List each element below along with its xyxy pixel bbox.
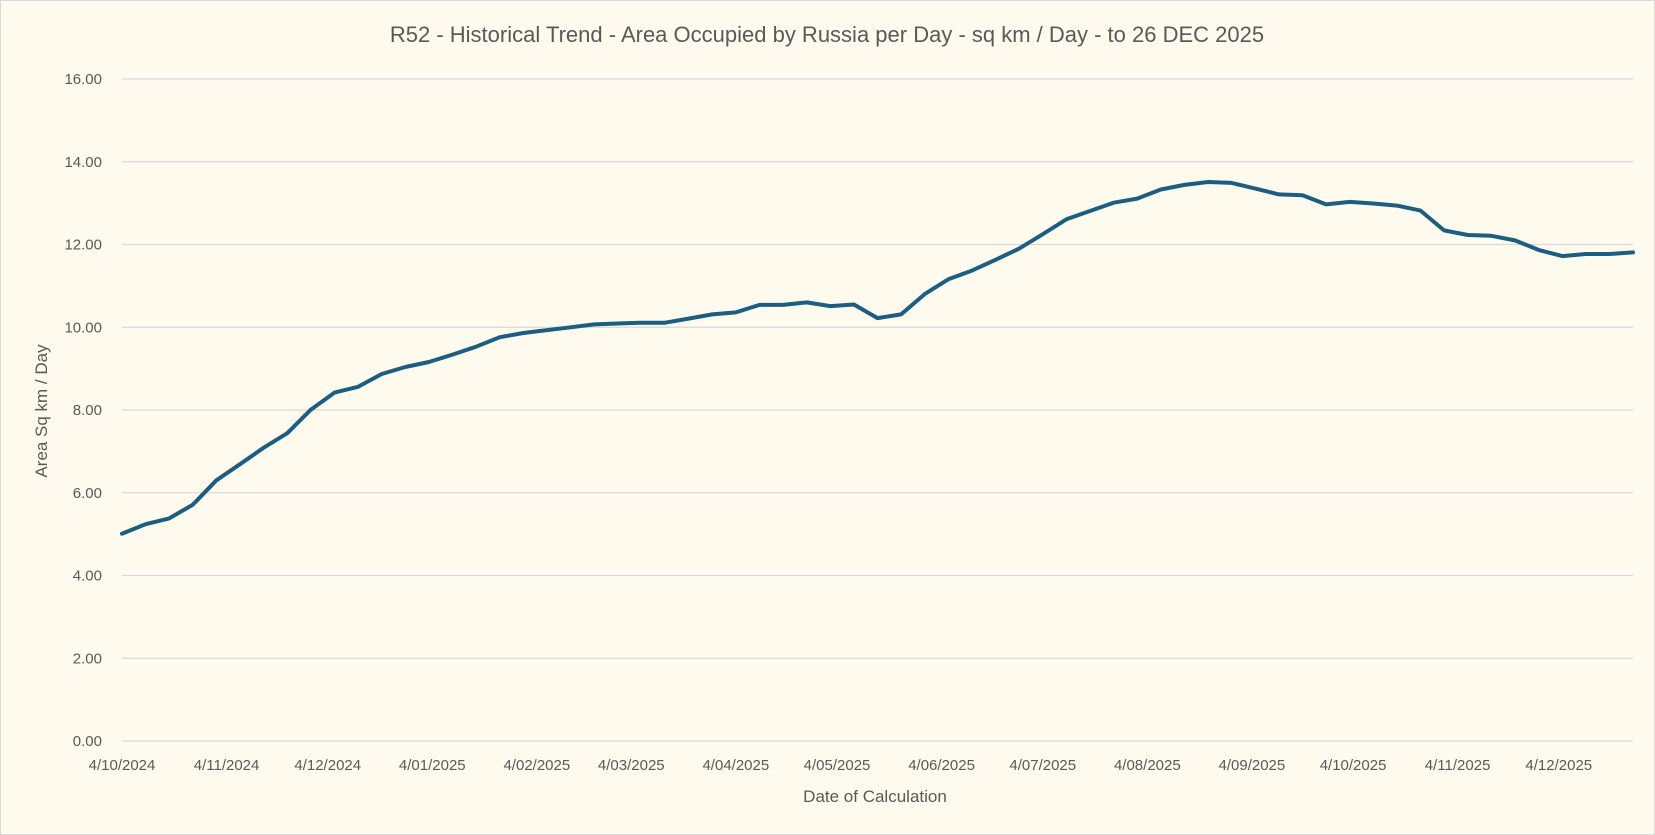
x-tick-label: 4/10/2025: [1320, 757, 1387, 774]
y-tick-label: 4.00: [73, 568, 102, 585]
x-tick-label: 4/06/2025: [908, 757, 975, 774]
y-tick-label: 12.00: [64, 237, 102, 254]
x-tick-label: 4/05/2025: [804, 757, 871, 774]
x-tick-label: 4/03/2025: [598, 757, 665, 774]
x-axis-title: Date of Calculation: [803, 787, 947, 806]
x-tick-label: 4/12/2025: [1525, 757, 1592, 774]
y-tick-label: 2.00: [73, 650, 102, 667]
x-tick-label: 4/10/2024: [89, 757, 156, 774]
x-tick-label: 4/08/2025: [1114, 757, 1181, 774]
y-tick-label: 0.00: [73, 733, 102, 750]
x-tick-label: 4/11/2024: [194, 757, 260, 774]
y-axis-title: Area Sq km / Day: [32, 344, 51, 478]
x-tick-label: 4/07/2025: [1009, 757, 1076, 774]
x-axis-ticks: 4/10/2024 4/11/2024 4/12/2024 4/01/2025 4/02…: [89, 757, 1593, 774]
chart-title: R52 - Historical Trend - Area Occupied b…: [390, 22, 1264, 47]
x-tick-label: 4/01/2025: [399, 757, 466, 774]
x-tick-label: 4/09/2025: [1219, 757, 1286, 774]
gridlines: [122, 78, 1633, 742]
y-tick-label: 6.00: [73, 485, 102, 502]
y-tick-label: 10.00: [64, 319, 102, 336]
y-axis-ticks: 0.00 2.00 4.00 6.00 8.00 10.00 12.00 14.00 16.00: [64, 71, 102, 750]
y-tick-label: 14.00: [64, 154, 102, 171]
y-tick-label: 16.00: [64, 71, 102, 88]
y-tick-label: 8.00: [73, 402, 102, 419]
series-group: [120, 180, 1635, 536]
x-tick-label: 4/02/2025: [503, 757, 570, 774]
x-tick-label: 4/04/2025: [702, 757, 769, 774]
series-line-0: [120, 180, 1635, 536]
x-tick-label: 4/12/2024: [294, 757, 361, 774]
x-tick-label: 4/11/2025: [1425, 757, 1491, 774]
